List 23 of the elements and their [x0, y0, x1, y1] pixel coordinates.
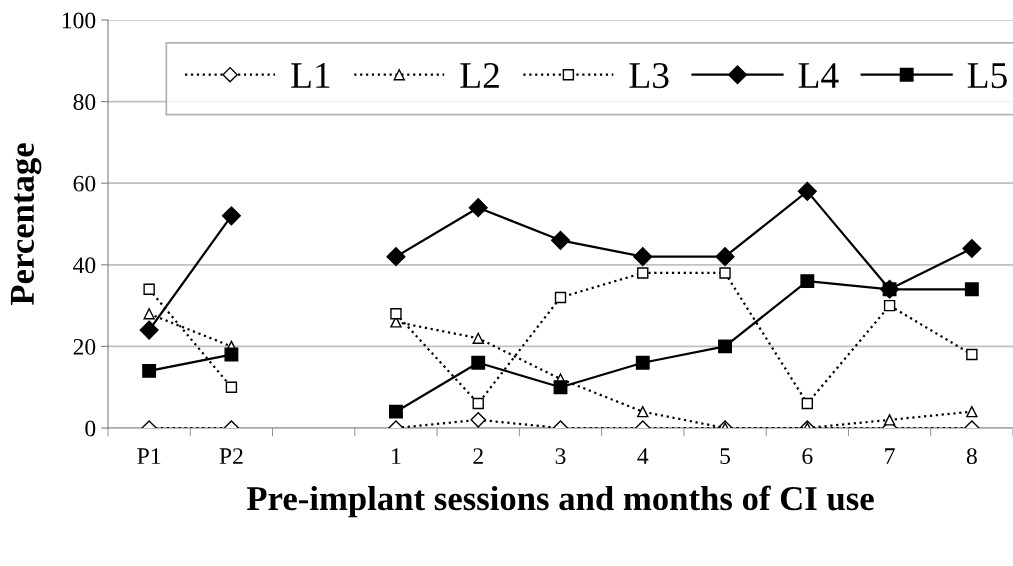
y-axis-title: Percentage	[10, 143, 42, 306]
legend-label: L4	[798, 63, 839, 88]
x-tick-label: P2	[219, 448, 243, 464]
legend-label: L1	[291, 63, 330, 88]
x-tick-label: 6	[802, 448, 813, 465]
y-tick-label: 20	[73, 338, 96, 355]
y-tick-label: 80	[73, 94, 96, 111]
x-axis-title: Pre-implant sessions and months of CI use	[246, 485, 874, 518]
x-tick-label: 8	[966, 448, 977, 465]
x-tick-label: 7	[885, 448, 895, 464]
x-tick-label: 4	[637, 448, 649, 464]
legend-label: L3	[629, 63, 669, 89]
legend-label: L5	[967, 63, 1007, 89]
y-tick-label: 0	[85, 420, 96, 437]
x-tick-label: 5	[720, 448, 731, 465]
y-tick-label: 60	[73, 175, 96, 192]
x-tick-label: 3	[555, 448, 566, 465]
x-tick-label: P1	[137, 448, 161, 464]
legend-label: L2	[460, 63, 499, 88]
y-tick-label: 40	[73, 257, 96, 274]
y-tick-label: 100	[62, 12, 96, 29]
x-tick-label: 1	[392, 448, 401, 464]
x-tick-label: 2	[473, 448, 483, 464]
